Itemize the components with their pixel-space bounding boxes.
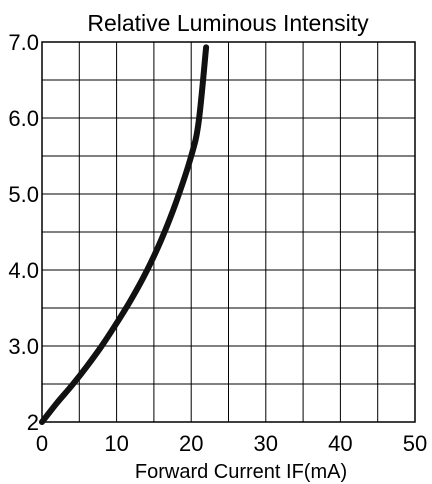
y-tick-label: 3.0 xyxy=(8,334,39,359)
x-tick-label: 20 xyxy=(179,431,203,456)
x-tick-label: 10 xyxy=(104,431,128,456)
x-tick-label: 50 xyxy=(403,431,427,456)
y-tick-label: 4.0 xyxy=(8,258,39,283)
y-tick-label: 5.0 xyxy=(8,182,39,207)
y-tick-label: 2 xyxy=(27,410,39,435)
x-axis-label: Forward Current IF(mA) xyxy=(135,461,347,483)
x-tick-label: 40 xyxy=(328,431,352,456)
grid xyxy=(42,42,415,422)
x-tick-label: 0 xyxy=(36,431,48,456)
series-line xyxy=(39,44,210,425)
plot-frame xyxy=(41,41,416,423)
chart-title: Relative Luminous Intensity xyxy=(87,10,369,36)
y-tick-label: 6.0 xyxy=(8,106,39,131)
y-tick-label: 7.0 xyxy=(8,30,39,55)
y-tick-labels: 2 3.0 4.0 5.0 6.0 7.0 xyxy=(8,30,39,435)
x-tick-labels: 0 10 20 30 40 50 xyxy=(36,431,427,456)
x-tick-label: 30 xyxy=(254,431,278,456)
